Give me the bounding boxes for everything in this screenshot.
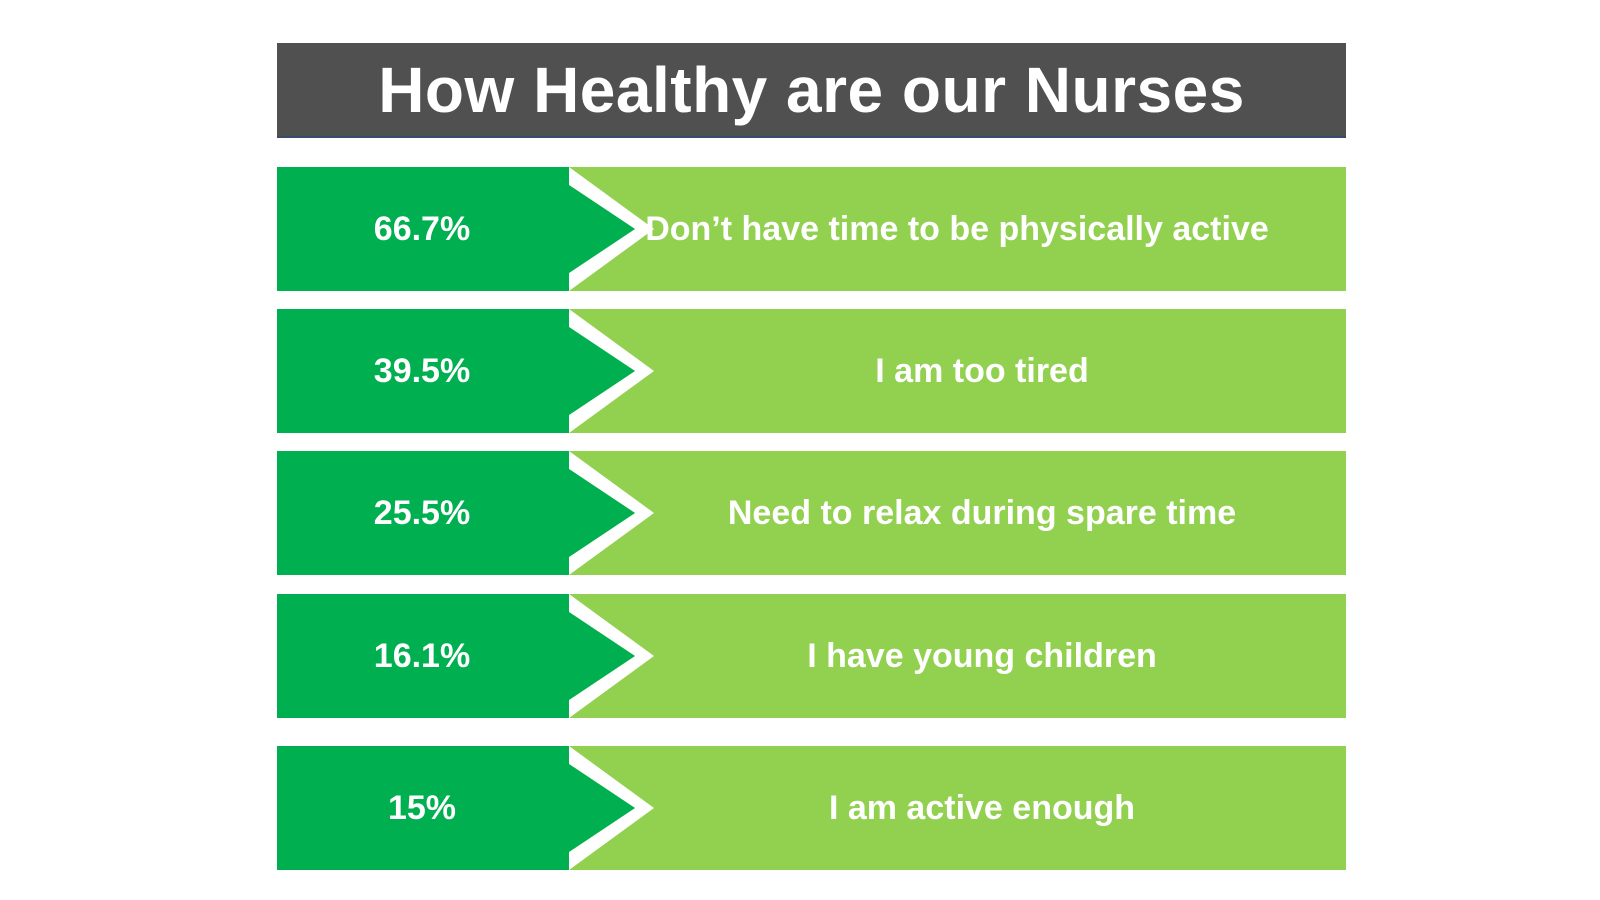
arrow-row-graphic [277,309,1346,433]
page-title: How Healthy are our Nurses [378,53,1245,126]
stat-arrow [277,451,635,575]
reason-block [569,451,1346,575]
stat-value: 16.1% [373,636,471,675]
list-item: 66.7% Don’t have time to be physically a… [277,167,1346,291]
list-item: 16.1% I have young children [277,594,1346,718]
arrow-gap [569,309,654,433]
arrow-row-graphic [277,594,1346,718]
arrow-row-graphic [277,746,1346,870]
stat-value: 66.7% [373,209,471,248]
reason-label: Don’t have time to be physically active [645,209,1269,248]
reason-label: I have young children [807,636,1157,675]
stat-value: 15% [387,788,457,827]
stat-arrow [277,594,635,718]
arrow-row-graphic [277,451,1346,575]
reason-label: I am active enough [828,788,1136,827]
reason-block [569,746,1346,870]
reason-label: I am too tired [875,351,1089,390]
list-item: 15% I am active enough [277,746,1346,870]
arrow-gap [569,746,654,870]
arrow-gap [569,451,654,575]
reason-label: Need to relax during spare time [727,493,1237,532]
arrow-gap [569,167,654,291]
reason-block [569,594,1346,718]
stat-value: 39.5% [373,351,471,390]
stat-arrow [277,309,635,433]
stat-arrow [277,746,635,870]
arrow-gap [569,594,654,718]
stat-value: 25.5% [373,493,471,532]
arrow-row-graphic [277,167,1346,291]
list-item: 25.5% Need to relax during spare time [277,451,1346,575]
title-banner: How Healthy are our Nurses [277,43,1346,138]
reason-block [569,167,1346,291]
reason-block [569,309,1346,433]
stat-arrow [277,167,635,291]
list-item: 39.5% I am too tired [277,309,1346,433]
